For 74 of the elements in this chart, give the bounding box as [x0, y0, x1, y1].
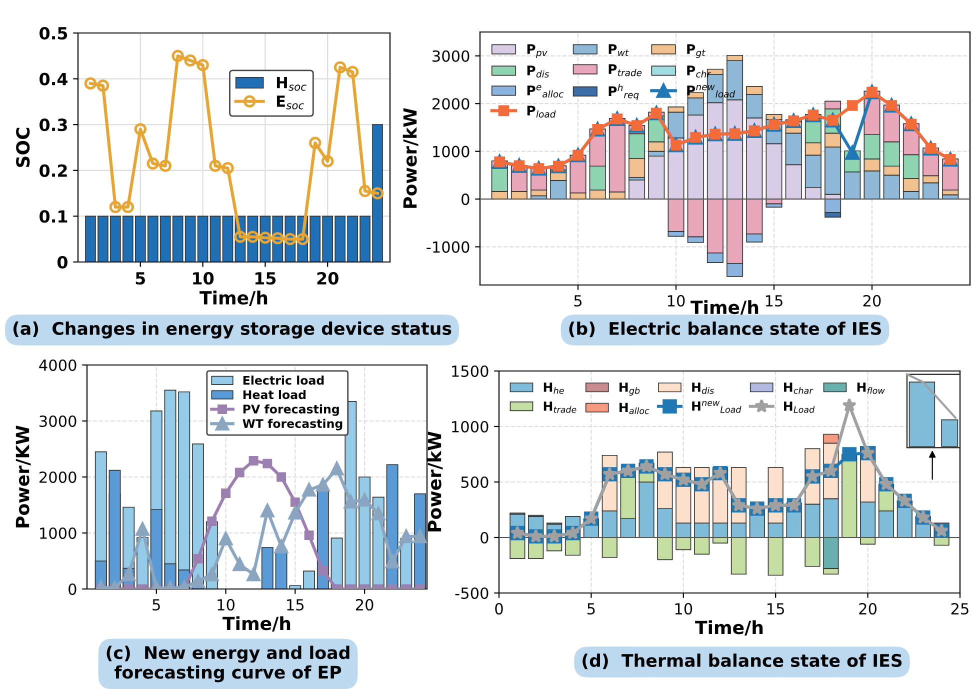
y-axis-title: Power/KW — [16, 426, 31, 528]
x-tick-label: 20 — [859, 602, 877, 615]
y-tick-label: 0 — [462, 194, 470, 206]
y-tick-label: 1000 — [452, 420, 488, 433]
y-axis-title: Power/kW — [402, 108, 418, 208]
x-tick-label: 10 — [218, 598, 234, 611]
y-tick-label: 0.5 — [40, 26, 68, 40]
x-tick-label: 10 — [675, 602, 692, 615]
y-tick-label: 0 — [57, 256, 68, 269]
x-tick-label: 20 — [317, 272, 338, 285]
legend-label: P$_{load}$ — [527, 106, 556, 118]
y-tick-label: 0.4 — [40, 72, 68, 86]
legend-label: Heat load — [243, 390, 306, 400]
legend-label: H$_{soc}$ — [276, 76, 306, 91]
legend-label: P$_{dis}$ — [527, 66, 550, 78]
legend-label: H$_{alloc}$ — [620, 402, 650, 414]
legend-label: H$_{he}$ — [544, 382, 564, 394]
y-tick-label: 1000 — [40, 527, 76, 540]
legend-label: H$_{dis}$ — [692, 382, 714, 394]
y-tick-label: 2000 — [432, 98, 470, 110]
legend-label: H$_{char}$ — [784, 382, 814, 394]
legend-label: Electric load — [243, 376, 324, 385]
x-tick-label: 10 — [668, 294, 685, 307]
y-tick-label: 3000 — [40, 415, 76, 428]
y-tick-label: 1500 — [452, 365, 488, 378]
text: (d) Thermal balance state of IES — [582, 654, 902, 670]
x-tick-label: 25 — [951, 602, 968, 615]
x-tick-label: 5 — [152, 599, 160, 611]
y-tick-label: 0.2 — [40, 164, 67, 177]
x-tick-label: 15 — [768, 603, 784, 615]
x-axis-title: Time/h — [695, 620, 763, 636]
y-tick-label: 500 — [461, 476, 488, 488]
y-tick-label: 1000 — [433, 146, 470, 158]
legend-label: H$_{trade}$ — [544, 402, 576, 413]
y-axis-title: Power/kW — [427, 432, 443, 532]
y-tick-label: 3000 — [432, 50, 470, 62]
text: (c) New energy and load forecasting curve of EP — [106, 646, 350, 682]
x-axis-title: Time/h — [222, 616, 290, 632]
legend-label: H$^{new}$$_{Load}$ — [692, 400, 742, 413]
legend-label: P$_{pv}$ — [527, 44, 548, 58]
x-tick-label: 5 — [574, 295, 582, 307]
legend-label: P$^{e}$$_{alloc}$ — [527, 85, 564, 98]
legend-label: P$_{trade}$ — [608, 64, 642, 76]
y-tick-label: 2000 — [40, 471, 76, 484]
x-tick-label: 15 — [766, 295, 782, 307]
x-tick-label: 5 — [136, 272, 146, 285]
y-tick-label: 4000 — [39, 359, 76, 372]
legend-label: PV forecasting — [243, 404, 339, 416]
text: (a) Changes in energy storage device status — [13, 322, 452, 338]
legend-label: WT forecasting — [242, 418, 342, 430]
y-tick-label: -1000 — [426, 241, 470, 253]
x-axis-title: Time/h — [200, 290, 268, 306]
legend-label: H$_{gb}$ — [620, 382, 640, 396]
y-tick-label: 0 — [68, 583, 76, 596]
legend-label: H$_{flow}$ — [857, 382, 885, 394]
text: (b) Electric balance state of IES — [569, 322, 881, 338]
y-tick-label: 0 — [480, 532, 488, 544]
y-tick-label: 0.3 — [40, 118, 67, 132]
x-tick-label: 20 — [863, 294, 881, 307]
x-tick-label: 15 — [287, 599, 304, 611]
y-tick-label: 0.1 — [40, 210, 68, 223]
legend-label: E$_{soc}$ — [276, 96, 304, 110]
legend-label: P$^{h}$$_{req}$ — [608, 84, 639, 100]
x-tick-label: 10 — [193, 272, 214, 285]
legend-label: P$_{wt}$ — [608, 44, 629, 56]
x-tick-label: 15 — [255, 272, 276, 285]
y-axis-title: SOC — [16, 128, 30, 168]
x-axis-title: Time/h — [690, 300, 758, 316]
x-tick-label: 5 — [588, 603, 595, 615]
y-tick-label: -500 — [455, 587, 488, 600]
x-tick-label: 0 — [495, 602, 503, 615]
x-tick-label: 20 — [356, 598, 374, 611]
legend-label: H$_{Load}$ — [784, 402, 815, 413]
legend-label: P$_{gt}$ — [687, 44, 706, 58]
